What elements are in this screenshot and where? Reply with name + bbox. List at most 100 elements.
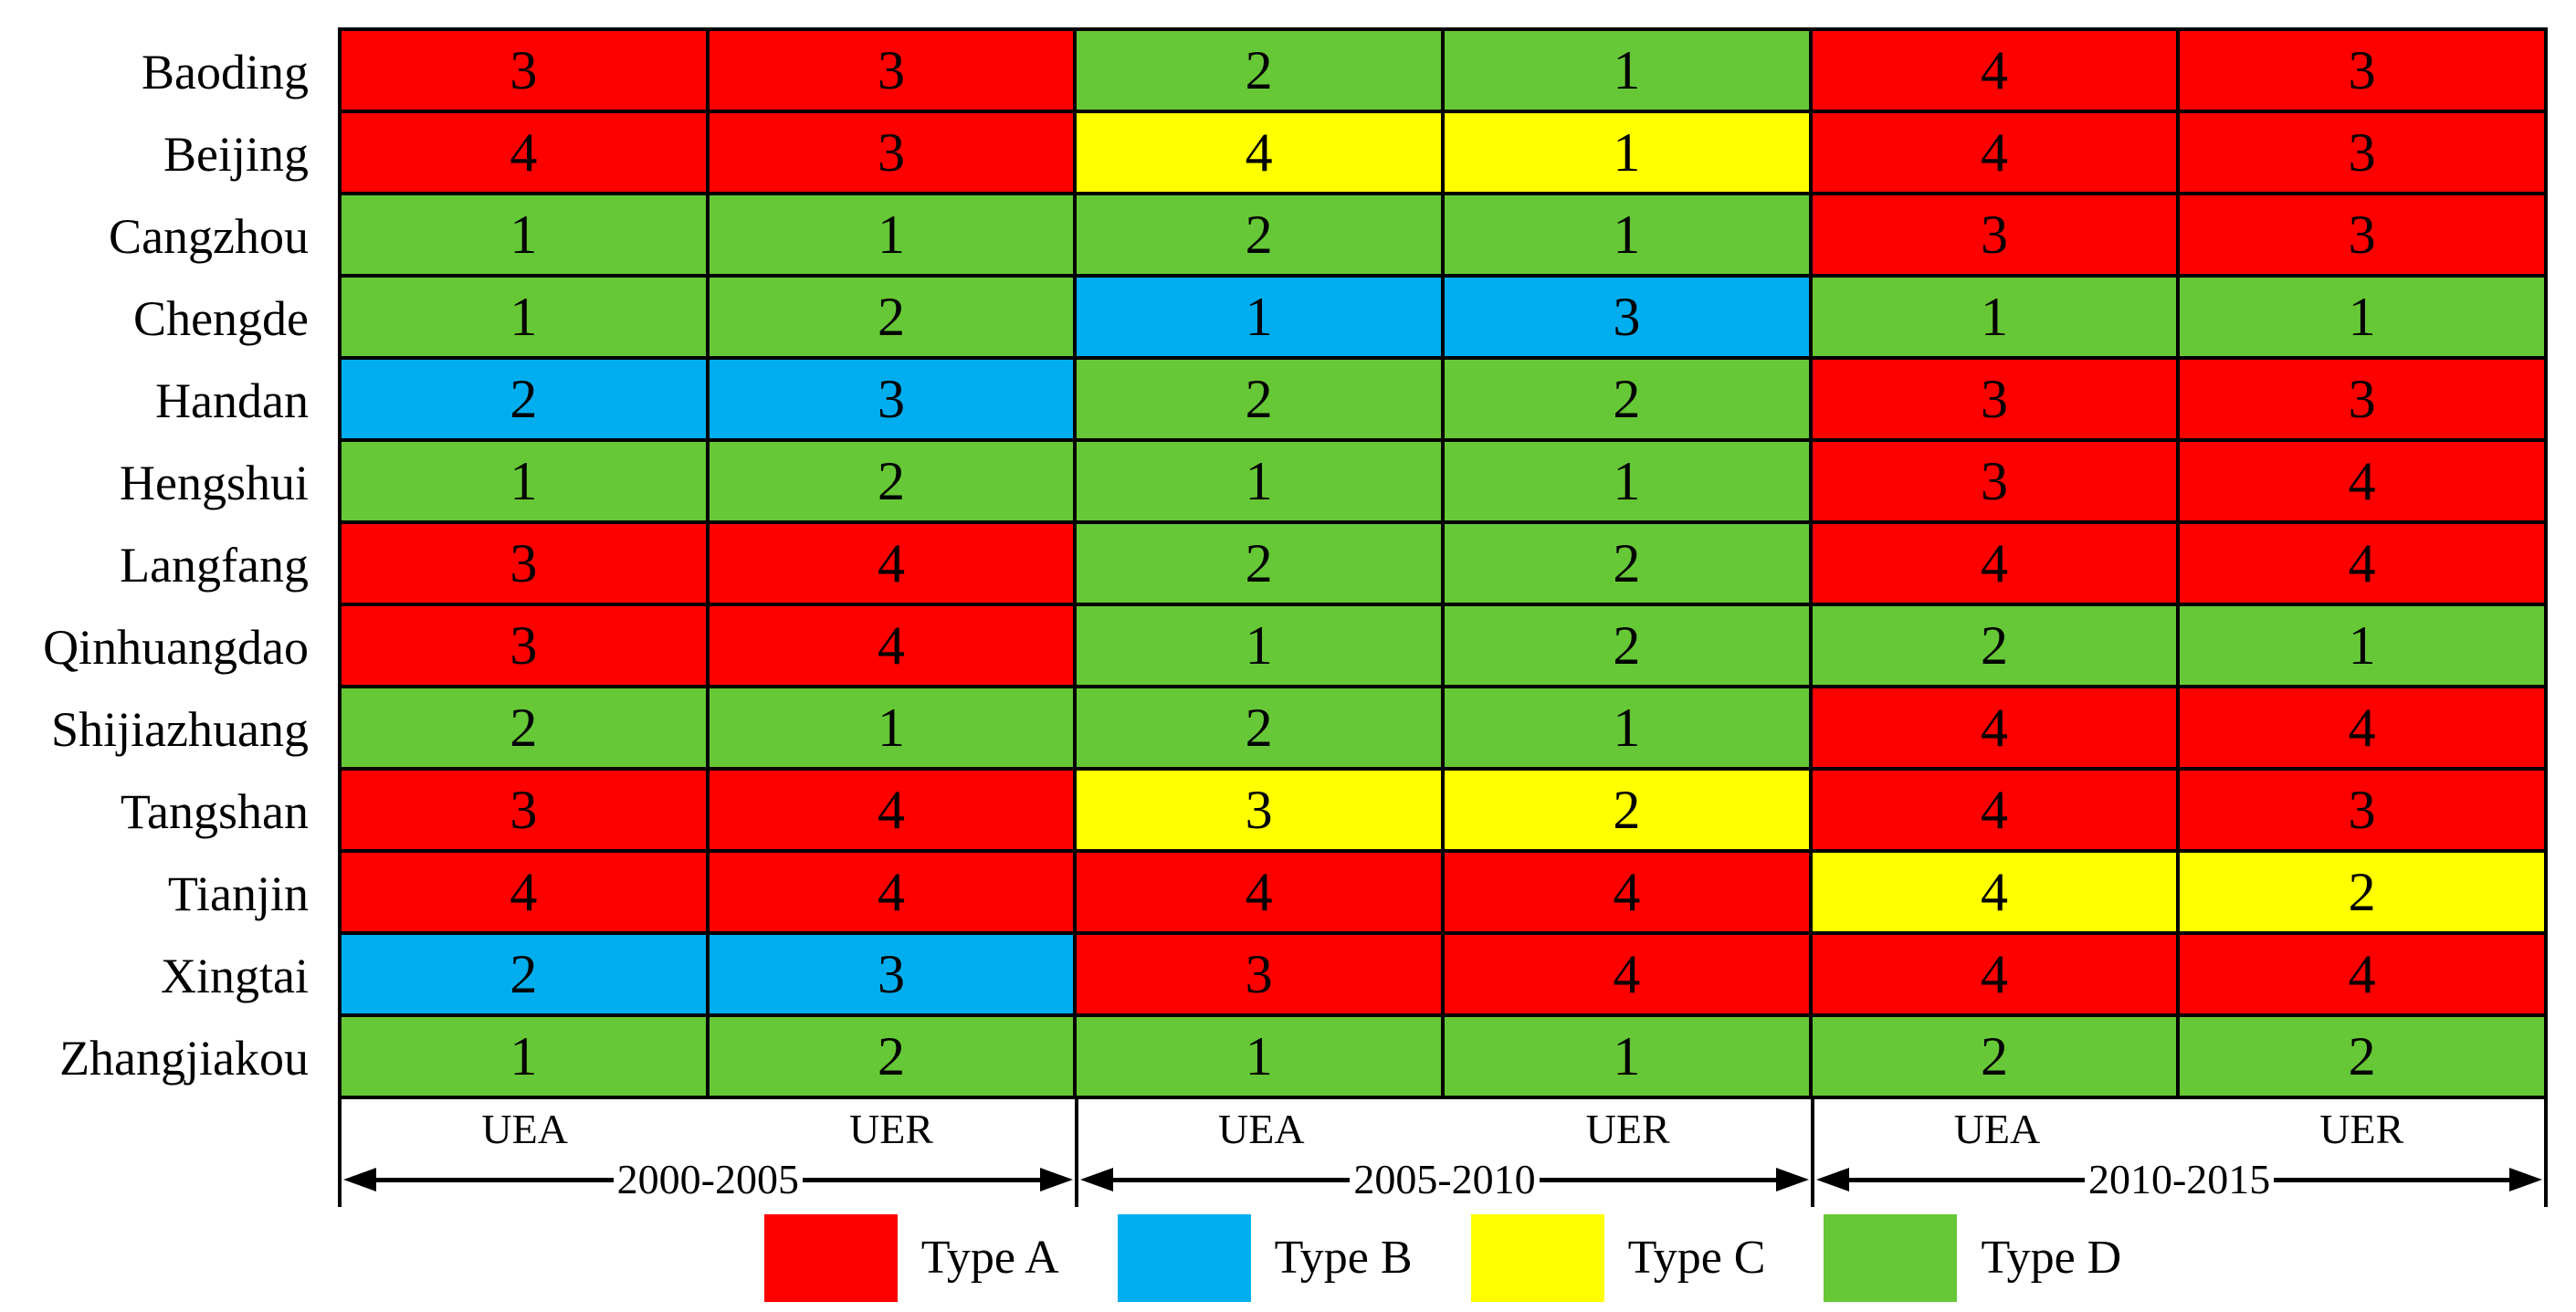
period-label: 2010-2015: [2087, 1156, 2271, 1202]
grid-cell: 2: [342, 935, 706, 1013]
row-label: Xingtai: [161, 949, 309, 1003]
period-label: 2005-2010: [1353, 1156, 1536, 1202]
column-header: UEA: [481, 1106, 568, 1152]
legend-item: Type B: [1117, 1214, 1413, 1302]
row-label: Qinhuangdao: [43, 620, 309, 675]
grid-cell: 1: [342, 278, 706, 356]
grid-cell: 3: [1812, 442, 2177, 520]
grid-cell: 2: [2180, 853, 2544, 931]
grid-cell: 1: [1444, 113, 1809, 192]
grid-cell: 1: [1444, 195, 1809, 274]
grid-cell: 4: [2180, 688, 2544, 767]
grid-cell: 3: [709, 113, 1074, 192]
grid-cell: 3: [1812, 195, 2177, 274]
period-label: 2000-2005: [616, 1156, 799, 1202]
column-header: UER: [2319, 1106, 2404, 1152]
grid-cell: 3: [709, 31, 1074, 110]
grid-cell: 3: [342, 31, 706, 110]
period-arrow: 2010-2015: [1814, 1152, 2544, 1207]
legend-swatch: [1470, 1214, 1604, 1302]
grid-cell: 4: [1812, 853, 2177, 931]
row-label: Hengshui: [120, 456, 309, 510]
legend-swatch: [1117, 1214, 1251, 1302]
grid-cell: 4: [2180, 524, 2544, 603]
column-header: UEA: [1218, 1106, 1305, 1152]
column-header: UEA: [1953, 1106, 2041, 1152]
row-label: Handan: [155, 373, 309, 428]
grid-cell: 3: [342, 771, 706, 849]
arrowhead-left-icon: [1079, 1168, 1113, 1191]
grid-cell: 2: [2180, 1017, 2544, 1096]
row-label: Tianjin: [167, 866, 309, 921]
arrowhead-left-icon: [343, 1168, 376, 1191]
grid-cell: 1: [2180, 278, 2544, 356]
grid-cell: 2: [1077, 524, 1441, 603]
legend-item: Type C: [1470, 1214, 1766, 1302]
legend-label: Type D: [1981, 1232, 2122, 1284]
grid-cell: 4: [709, 524, 1074, 603]
grid-cell: 4: [1812, 688, 2177, 767]
arrowhead-left-icon: [1816, 1168, 1850, 1191]
grid-cell: 4: [709, 771, 1074, 849]
grid-cell: 1: [342, 195, 706, 274]
arrowhead-right-icon: [2508, 1168, 2542, 1191]
row-label: Cangzhou: [109, 209, 309, 264]
arrowhead-right-icon: [1039, 1168, 1073, 1191]
grid-cell: 3: [2180, 31, 2544, 110]
grid-cell: 2: [1812, 1017, 2177, 1096]
legend-item: Type A: [763, 1214, 1059, 1302]
period-group: UEA UER 2000-2005: [338, 1099, 1075, 1207]
legend-label: Type B: [1274, 1232, 1413, 1284]
grid-cell: 1: [342, 442, 706, 520]
grid-cell: 4: [2180, 442, 2544, 520]
arrow-line: [803, 1177, 1040, 1182]
row-label: Chengde: [133, 291, 309, 346]
period-arrow: 2000-2005: [342, 1152, 1075, 1207]
grid-cell: 1: [709, 688, 1074, 767]
grid-cell: 2: [342, 360, 706, 438]
arrow-line: [1849, 1177, 2085, 1182]
grid-cell: 3: [342, 524, 706, 603]
grid-cell: 4: [1444, 935, 1809, 1013]
row-label: Shijiazhuang: [51, 702, 309, 757]
grid-cell: 4: [342, 853, 706, 931]
legend-label: Type C: [1627, 1232, 1766, 1284]
arrow-line: [1539, 1177, 1777, 1182]
grid-cell: 1: [1077, 606, 1441, 685]
row-label: Zhangjiakou: [59, 1031, 309, 1086]
grid-cell: 3: [342, 606, 706, 685]
grid-cell: 4: [1812, 935, 2177, 1013]
grid-cell: 1: [1444, 31, 1809, 110]
grid-cell: 4: [1444, 853, 1809, 931]
arrowhead-right-icon: [1776, 1168, 1810, 1191]
grid-cell: 4: [1077, 853, 1441, 931]
grid-cell: 4: [1077, 113, 1441, 192]
grid-cell: 2: [1444, 771, 1809, 849]
grid-cell: 2: [709, 278, 1074, 356]
legend-item: Type D: [1824, 1214, 2121, 1302]
grid-cell: 4: [1812, 524, 2177, 603]
grid-cell: 1: [1077, 278, 1441, 356]
grid-cell: 2: [1077, 31, 1441, 110]
legend-label: Type A: [920, 1232, 1059, 1284]
grid-cell: 3: [1812, 360, 2177, 438]
period-group: UEA UER 2005-2010: [1074, 1099, 1812, 1207]
grid-cell: 3: [709, 360, 1074, 438]
grid-cell: 1: [2180, 606, 2544, 685]
grid-cell: 1: [1077, 1017, 1441, 1096]
grid-cell: 2: [1444, 606, 1809, 685]
row-label: Langfang: [120, 538, 309, 593]
period-arrow: 2005-2010: [1078, 1152, 1812, 1207]
column-header-row: UEA UER: [1078, 1099, 1812, 1152]
grid-cell: 3: [1077, 935, 1441, 1013]
grid-cell: 4: [342, 113, 706, 192]
grid-cell: 1: [1077, 442, 1441, 520]
column-header-row: UEA UER: [1814, 1099, 2544, 1152]
grid-cell: 2: [1077, 195, 1441, 274]
arrow-line: [2274, 1177, 2509, 1182]
grid-cell: 1: [1444, 1017, 1809, 1096]
grid-cell: 1: [342, 1017, 706, 1096]
legend: Type A Type B Type C Type D: [338, 1207, 2548, 1309]
